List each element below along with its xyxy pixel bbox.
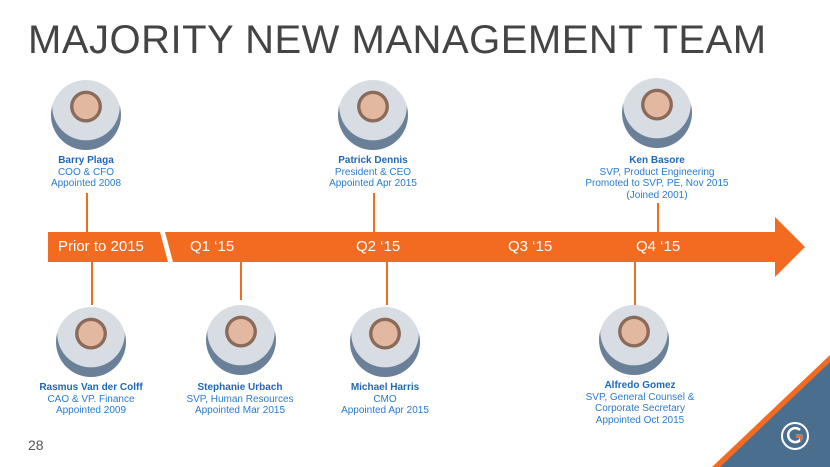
avatar-patrick-dennis <box>338 80 408 150</box>
person-role: SVP, General Counsel & <box>585 391 695 403</box>
person-name: Rasmus Van der Colff <box>39 382 143 393</box>
person-name: Barry Plaga <box>58 155 114 166</box>
label-q4: Q4 ‘15 <box>636 238 681 255</box>
person-appointed: Appointed Mar 2015 <box>194 405 286 416</box>
person-name: Alfredo Gomez <box>604 380 676 391</box>
avatar-alfredo-gomez <box>599 305 669 375</box>
prior-block <box>48 232 168 262</box>
connector <box>373 193 375 233</box>
main-arrow <box>165 217 805 277</box>
company-logo <box>781 422 809 450</box>
person-role: SVP, Product Engineering <box>599 166 715 178</box>
person-appointed: Appointed 2008 <box>50 178 122 189</box>
person-stephanie-urbach: Stephanie Urbach SVP, Human Resources Ap… <box>150 382 330 417</box>
label-q1: Q1 ‘15 <box>190 238 235 255</box>
avatar-stephanie-urbach <box>206 305 276 375</box>
connector <box>386 262 388 305</box>
person-barry-plaga: Barry Plaga COO & CFO Appointed 2008 <box>0 155 176 190</box>
person-joined: (Joined 2001) <box>626 189 688 201</box>
connector <box>240 262 242 300</box>
person-role: CAO & VP. Finance <box>47 393 135 405</box>
avatar-rasmus-van-der-colff <box>56 307 126 377</box>
person-name: Stephanie Urbach <box>197 382 283 393</box>
person-name: Patrick Dennis <box>338 155 408 166</box>
person-alfredo-gomez: Alfredo Gomez SVP, General Counsel & Cor… <box>550 380 730 426</box>
person-ken-basore: Ken Basore SVP, Product Engineering Prom… <box>567 155 747 201</box>
person-name: Michael Harris <box>350 382 420 393</box>
label-prior-2015: Prior to 2015 <box>58 238 144 255</box>
person-appointed: Appointed Oct 2015 <box>595 414 685 426</box>
avatar-ken-basore <box>622 78 692 148</box>
person-role: SVP, Human Resources <box>186 393 294 405</box>
connector <box>657 203 659 233</box>
connector <box>86 193 88 233</box>
person-patrick-dennis: Patrick Dennis President & CEO Appointed… <box>283 155 463 190</box>
person-promoted: Promoted to SVP, PE, Nov 2015 <box>585 178 729 189</box>
person-role-2: Corporate Secretary <box>594 403 686 414</box>
person-role: President & CEO <box>334 166 412 178</box>
avatar-barry-plaga <box>51 80 121 150</box>
person-appointed: Appointed Apr 2015 <box>329 178 417 189</box>
person-rasmus-van-der-colff: Rasmus Van der Colff CAO & VP. Finance A… <box>1 382 181 417</box>
label-q2: Q2 ‘15 <box>356 238 401 255</box>
connector <box>91 262 93 305</box>
person-appointed: Appointed 2009 <box>55 405 127 416</box>
page-number: 28 <box>28 437 44 453</box>
person-name: Ken Basore <box>629 155 685 166</box>
avatar-michael-harris <box>350 307 420 377</box>
person-role: COO & CFO <box>57 166 115 178</box>
label-q3: Q3 ‘15 <box>508 238 553 255</box>
person-appointed: Appointed Apr 2015 <box>341 405 429 416</box>
person-michael-harris: Michael Harris CMO Appointed Apr 2015 <box>295 382 475 417</box>
page-title: MAJORITY NEW MANAGEMENT TEAM <box>28 18 767 62</box>
person-role: CMO <box>373 393 397 405</box>
connector <box>634 262 636 305</box>
